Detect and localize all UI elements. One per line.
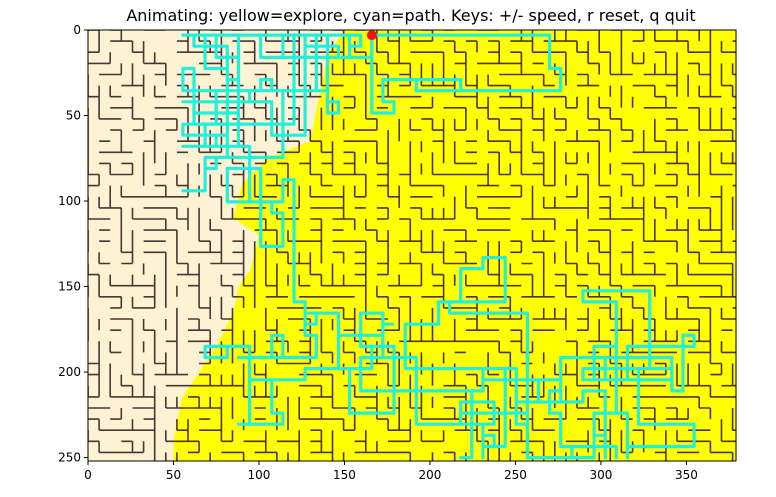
x-tick-label: 150 (333, 468, 356, 482)
x-tick-label: 100 (248, 468, 271, 482)
wall-segments (88, 30, 736, 461)
maze-walls (88, 30, 736, 461)
start-marker-icon (366, 30, 377, 41)
x-tick-label: 350 (675, 468, 698, 482)
y-tick-label: 200 (58, 365, 81, 379)
y-axis: 0 50 100 150 200 250 (58, 23, 88, 465)
x-tick-label: 250 (504, 468, 527, 482)
solution-path (181, 33, 696, 460)
path-trace (181, 33, 696, 460)
x-axis: 0 50 100 150 200 250 300 350 (84, 461, 698, 482)
y-tick-label: 100 (58, 194, 81, 208)
maze-plot (87, 29, 737, 462)
y-tick-label: 50 (66, 109, 81, 123)
x-tick-label: 50 (166, 468, 181, 482)
y-tick-label: 0 (73, 23, 81, 37)
x-tick-label: 300 (589, 468, 612, 482)
plot-frame (87, 29, 737, 462)
x-tick-label: 200 (418, 468, 441, 482)
x-tick-label: 0 (84, 468, 92, 482)
y-tick-label: 150 (58, 280, 81, 294)
y-tick-label: 250 (58, 451, 81, 465)
figure-title: Animating: yellow=explore, cyan=path. Ke… (126, 6, 695, 25)
